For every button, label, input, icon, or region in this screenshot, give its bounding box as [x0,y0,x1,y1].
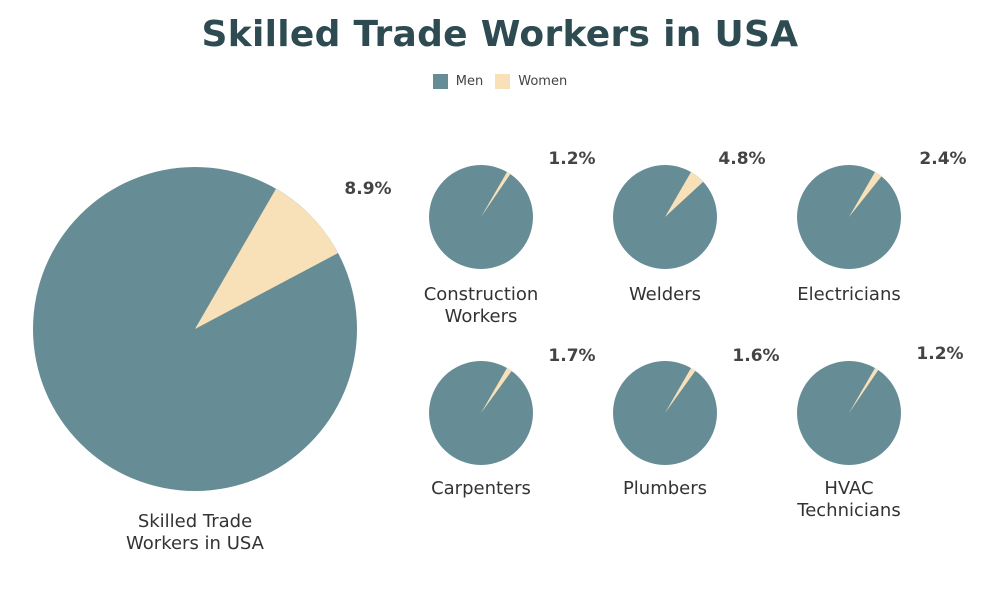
data-label-women-hvac-technicians: 1.2% [916,344,963,364]
pie-slice-women-carpenters [481,367,512,413]
data-label-women-electricians: 2.4% [919,149,966,169]
data-label-women-construction-workers: 1.2% [548,149,595,169]
legend-item-men: Men [432,74,484,89]
legend: Men Women [0,74,1000,89]
data-label-women-welders: 4.8% [718,149,765,169]
pie-label-welders: Welders [629,284,701,305]
data-label-women-plumbers: 1.6% [732,346,779,366]
pie-slice-women-electricians [849,171,882,217]
chart-title: Skilled Trade Workers in USA [201,14,799,55]
legend-label-men: Men [455,74,484,89]
pie-label-electricians: Electricians [797,284,901,305]
pie-label-construction-workers: Construction Workers [424,284,539,327]
pie-label-skilled-trade-workers-in-usa: Skilled Trade Workers in USA [126,511,265,554]
pie-slice-women-plumbers [665,367,696,413]
pie-slice-women-skilled-trade-workers-in-usa [195,188,339,329]
pie-label-hvac-technicians: HVAC Technicians [796,478,900,521]
pie-slice-women-hvac-technicians [849,367,879,413]
legend-swatch-men [432,74,448,89]
legend-swatch-women [495,74,511,89]
data-label-women-carpenters: 1.7% [548,346,595,366]
pie-label-plumbers: Plumbers [623,478,707,499]
pie-slice-women-construction-workers [481,171,511,217]
pie-label-carpenters: Carpenters [431,478,531,499]
legend-label-women: Women [518,74,568,89]
legend-item-women: Women [495,74,567,89]
data-label-women-skilled-trade-workers-in-usa: 8.9% [344,179,391,199]
pie-slice-women-welders [665,171,704,217]
